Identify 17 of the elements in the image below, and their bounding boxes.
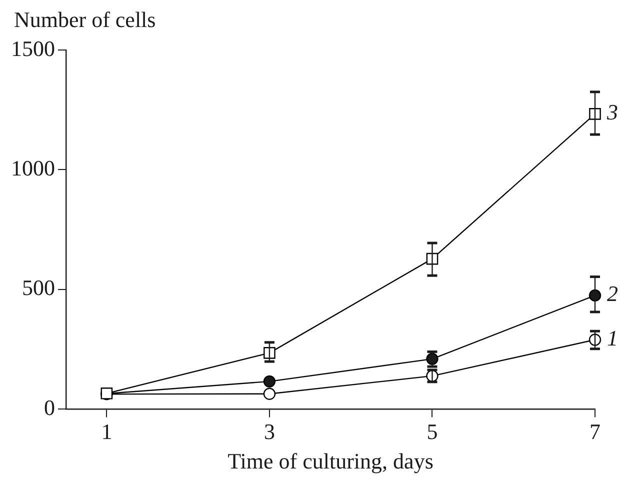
- y-tick-label: 0: [44, 394, 55, 420]
- y-tick-label: 1000: [11, 156, 55, 181]
- point: [264, 347, 276, 359]
- y-axis-title: Number of cells: [14, 6, 156, 32]
- x-tick-label: 1: [101, 419, 112, 444]
- x-tick-label: 5: [426, 419, 438, 444]
- x-tick-label: 3: [264, 419, 275, 444]
- point: [263, 375, 276, 388]
- x-axis-title: Time of culturing, days: [228, 448, 434, 474]
- x-tick-label: 7: [590, 419, 600, 444]
- point: [263, 388, 276, 400]
- series-label: 1: [607, 326, 618, 351]
- series-label: 3: [606, 100, 618, 125]
- y-tick-label: 1500: [11, 36, 55, 61]
- point: [588, 289, 602, 302]
- y-tick-label: 500: [22, 275, 55, 300]
- series-label: 2: [607, 281, 618, 306]
